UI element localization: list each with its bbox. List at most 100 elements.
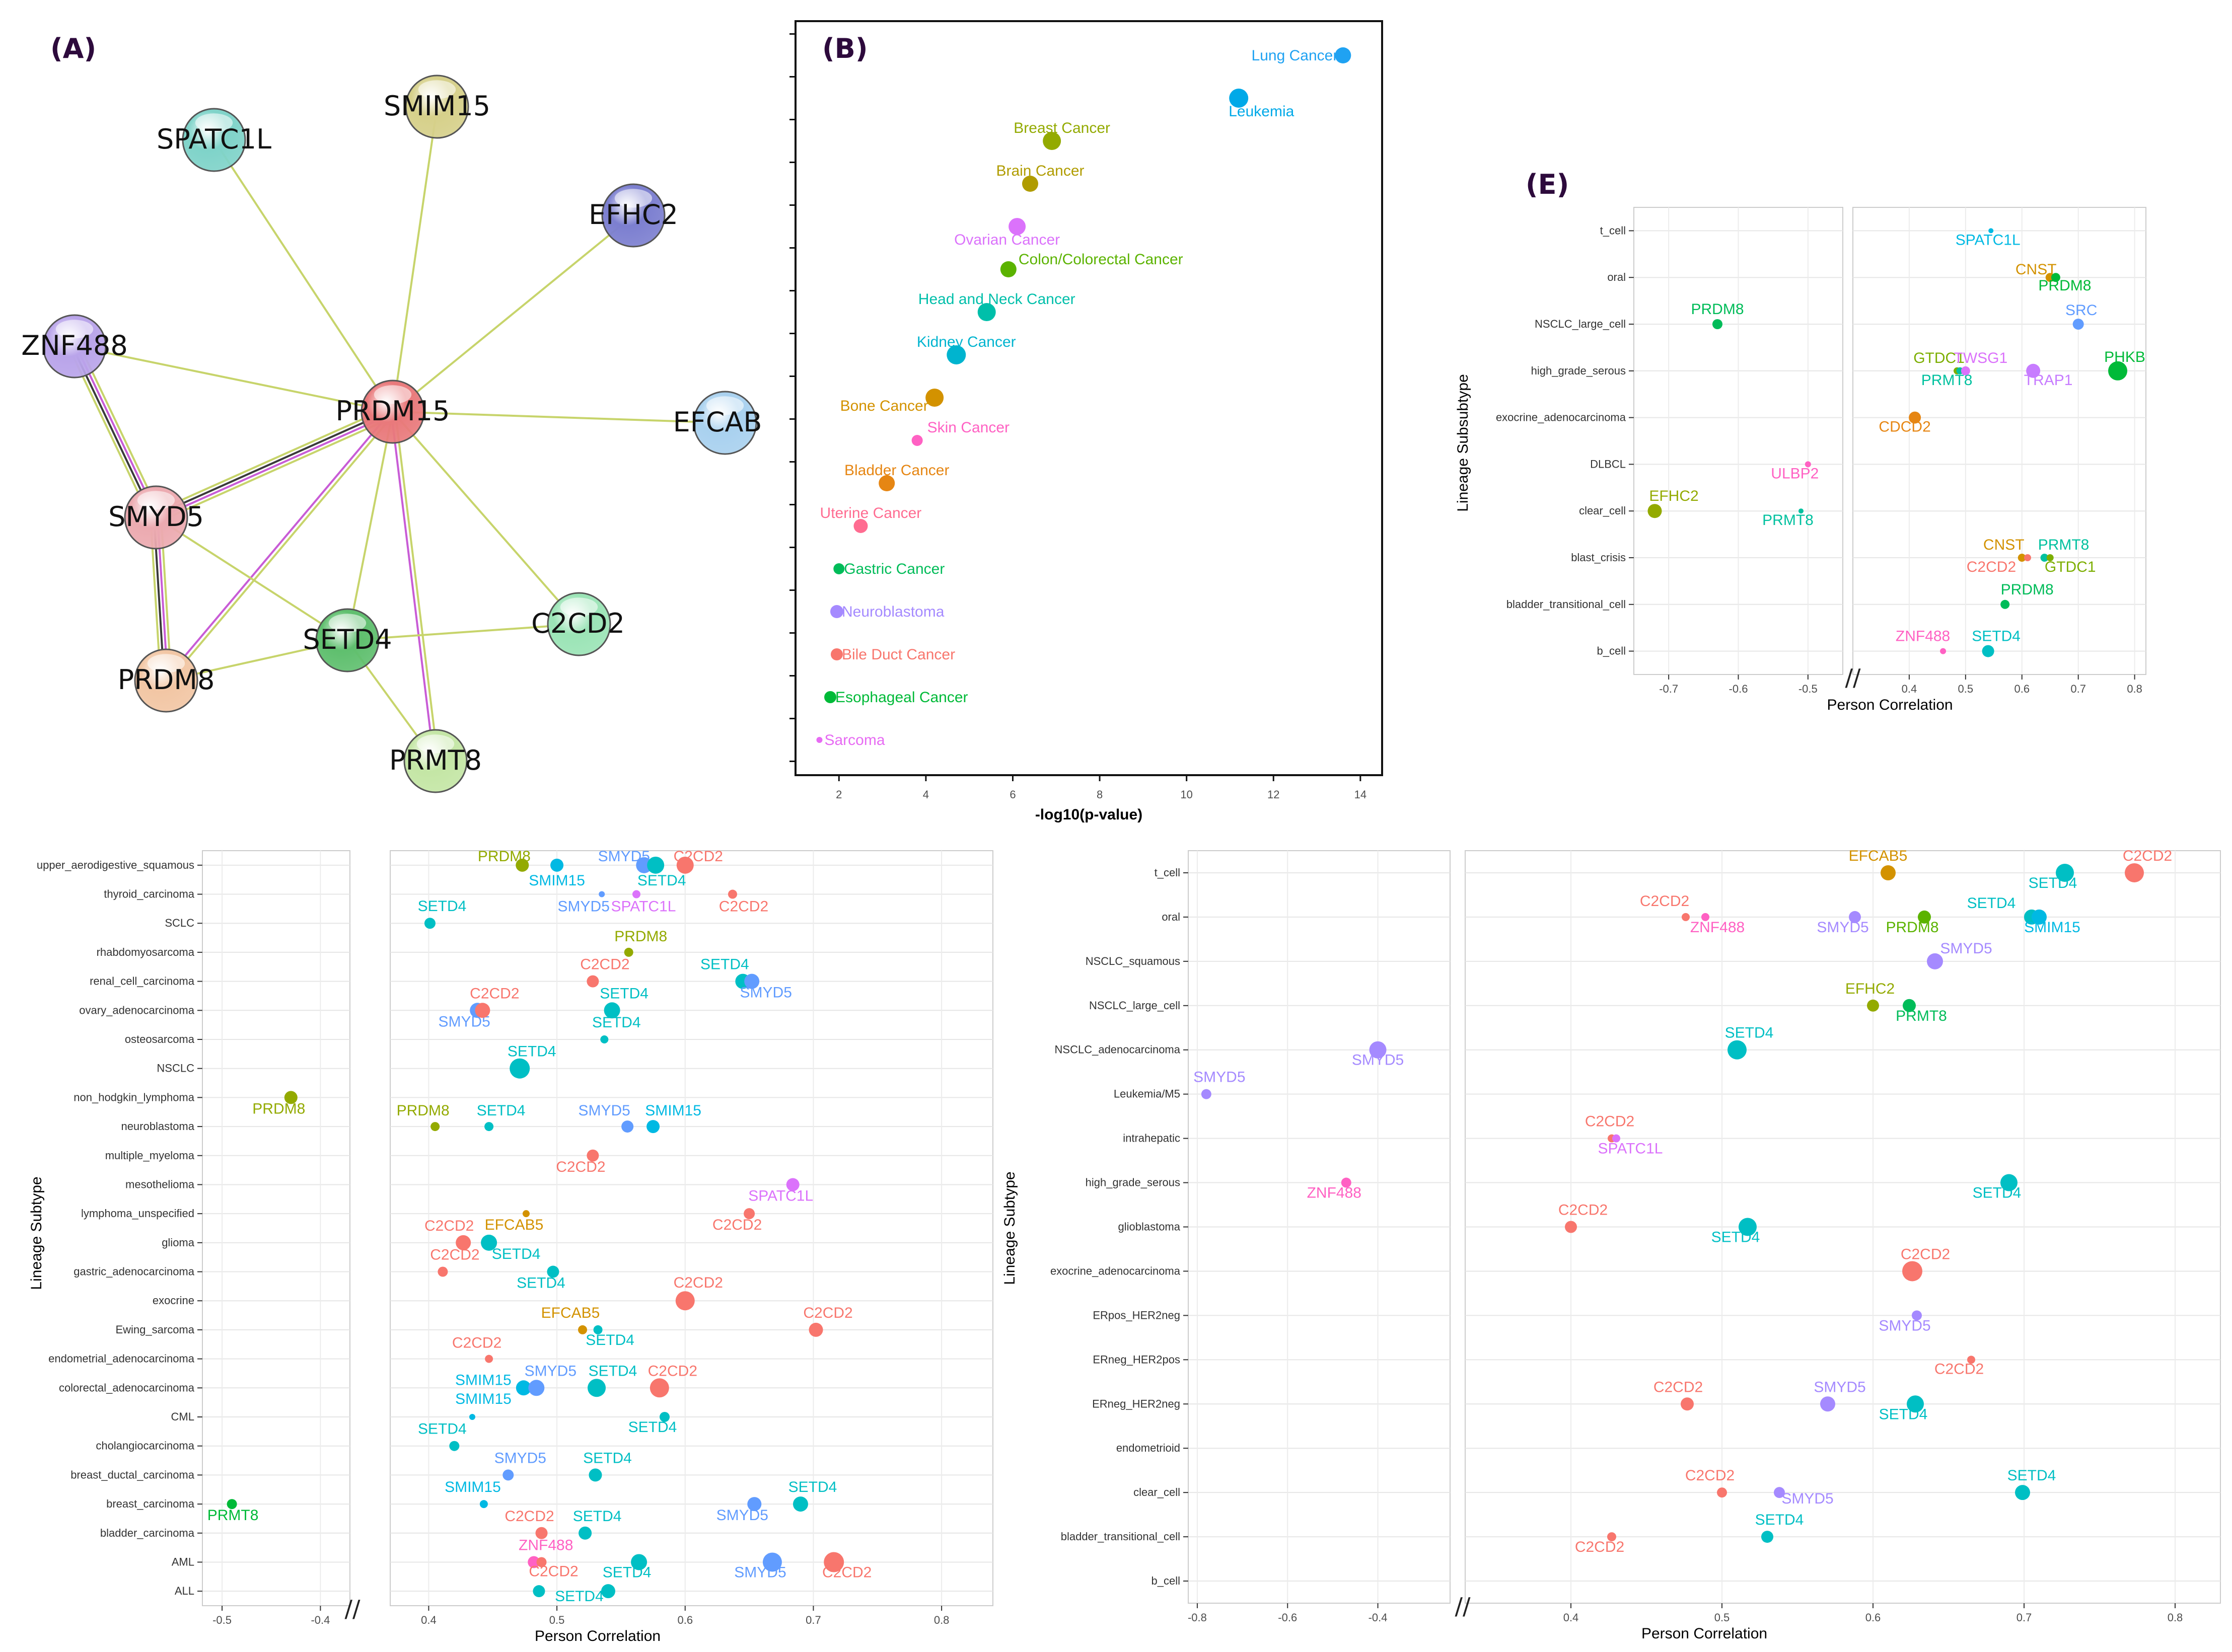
point-head-and-neck-cancer[interactable]: Head and Neck Cancer	[918, 291, 1075, 321]
point-ewing-sarcoma-setd4[interactable]: SETD4	[586, 1325, 634, 1348]
node-prdm15[interactable]: PRDM15	[336, 380, 450, 444]
point-neuroblastoma-setd4[interactable]: SETD4	[477, 1102, 526, 1132]
point-all-setd4[interactable]: SETD4	[533, 1585, 604, 1605]
point-marker[interactable]	[1774, 1487, 1785, 1498]
point-lymphoma-unspecified-efcab5[interactable]: EFCAB5	[485, 1210, 544, 1233]
point-marker[interactable]	[479, 1500, 488, 1509]
point-upper-aerodigestive-squamous-prdm8[interactable]: PRDM8	[478, 848, 531, 872]
point-marker[interactable]	[2108, 361, 2128, 381]
point-marker[interactable]	[2024, 554, 2031, 561]
point-gastric-cancer[interactable]: Gastric Cancer	[833, 561, 945, 577]
point-marker[interactable]	[1805, 461, 1811, 468]
point-marker[interactable]	[547, 1265, 559, 1278]
point-marker[interactable]	[632, 890, 640, 898]
point-high-grade-serous-phkb[interactable]: PHKB	[2104, 349, 2145, 381]
point-clear-cell-c2cd2[interactable]: C2CD2	[1685, 1467, 1735, 1498]
point-bladder-transitional-cell-setd4[interactable]: SETD4	[1755, 1512, 1804, 1543]
point-marker[interactable]	[1988, 228, 1994, 234]
point-marker[interactable]	[227, 1499, 237, 1510]
point-marker[interactable]	[830, 605, 843, 618]
point-erneg-her2neg-setd4[interactable]: SETD4	[1879, 1395, 1928, 1422]
point-marker[interactable]	[533, 1585, 545, 1598]
point-glioblastoma-setd4[interactable]: SETD4	[1711, 1218, 1760, 1246]
point-ewing-sarcoma-c2cd2[interactable]: C2CD2	[803, 1305, 853, 1337]
point-lung-cancer[interactable]: Lung Cancer	[1252, 47, 1351, 64]
point-marker[interactable]	[1341, 1177, 1351, 1188]
point-glioblastoma-c2cd2[interactable]: C2CD2	[1558, 1202, 1608, 1233]
point-neuroblastoma-prdm8[interactable]: PRDM8	[397, 1102, 450, 1132]
point-nsclc-squamous-smyd5[interactable]: SMYD5	[1927, 940, 1992, 969]
point-marker[interactable]	[502, 1469, 514, 1481]
point-glioma-c2cd2[interactable]: C2CD2	[424, 1218, 474, 1250]
point-t-cell-spatc1l[interactable]: SPATC1L	[1956, 228, 2021, 248]
node-znf488[interactable]: ZNF488	[21, 314, 128, 379]
point-colon-colorectal-cancer[interactable]: Colon/Colorectal Cancer	[1000, 251, 1183, 277]
point-all-setd4[interactable]	[601, 1584, 615, 1599]
point-marker[interactable]	[601, 1584, 615, 1599]
node-efhc2[interactable]: EFHC2	[589, 183, 678, 248]
point-marker[interactable]	[1612, 1134, 1620, 1143]
point-nsclc-large-cell-prdm8[interactable]: PRDM8	[1691, 301, 1744, 329]
point-marker[interactable]	[587, 975, 599, 988]
point-nsclc-setd4[interactable]: SETD4	[508, 1043, 556, 1079]
point-marker[interactable]	[2125, 863, 2144, 882]
point-sclc-setd4[interactable]: SETD4	[418, 898, 467, 929]
point-marker[interactable]	[833, 563, 845, 574]
point-marker[interactable]	[830, 648, 843, 660]
point-clear-cell-setd4[interactable]: SETD4	[2007, 1467, 2056, 1500]
point-marker[interactable]	[528, 1556, 540, 1568]
point-renal-cell-carcinoma-smyd5[interactable]: SMYD5	[740, 973, 792, 1001]
point-ovary-adenocarcinoma-setd4[interactable]: SETD4	[600, 985, 649, 1019]
point-bladder-transitional-cell-c2cd2[interactable]: C2CD2	[1575, 1532, 1624, 1555]
point-marker[interactable]	[1927, 953, 1943, 969]
point-marker[interactable]	[587, 1149, 599, 1162]
point-breast-carcinoma-setd4[interactable]: SETD4	[788, 1479, 837, 1512]
point-marker[interactable]	[522, 1210, 530, 1218]
point-colorectal-adenocarcinoma-c2cd2[interactable]: C2CD2	[648, 1363, 697, 1398]
point-oral-cnst[interactable]: CNST	[2015, 261, 2057, 282]
point-leukemia[interactable]: Leukemia	[1229, 89, 1294, 120]
point-marker[interactable]	[528, 1380, 545, 1396]
point-nsclc-large-cell-src[interactable]: SRC	[2065, 302, 2097, 330]
point-marker[interactable]	[604, 1002, 620, 1019]
point-brain-cancer[interactable]: Brain Cancer	[996, 163, 1085, 192]
point-bladder-carcinoma-setd4[interactable]: SETD4	[573, 1508, 622, 1540]
point-marker[interactable]	[1881, 865, 1896, 880]
point-oral-smyd5[interactable]: SMYD5	[1817, 911, 1869, 936]
point-dlbcl-ulbp2[interactable]: ULBP2	[1771, 461, 1819, 482]
point-marker[interactable]	[485, 1355, 493, 1363]
point-erneg-her2neg-c2cd2[interactable]: C2CD2	[1653, 1379, 1703, 1411]
point-aml-setd4[interactable]: SETD4	[603, 1554, 652, 1581]
point-bile-duct-cancer[interactable]: Bile Duct Cancer	[830, 646, 955, 663]
point-b-cell-setd4[interactable]: SETD4	[1972, 628, 2021, 657]
point-breast-cancer[interactable]: Breast Cancer	[1014, 120, 1110, 150]
node-c2cd2[interactable]: C2CD2	[531, 592, 625, 656]
point-bladder-transitional-cell-prdm8[interactable]: PRDM8	[2000, 581, 2054, 609]
point-marker[interactable]	[1909, 411, 1921, 424]
point-marker[interactable]	[2000, 1174, 2018, 1191]
point-marker[interactable]	[624, 947, 633, 957]
point-marker[interactable]	[2000, 599, 2010, 609]
point-marker[interactable]	[744, 1208, 755, 1220]
point-skin-cancer[interactable]: Skin Cancer	[911, 419, 1010, 446]
point-marker[interactable]	[481, 1234, 497, 1251]
point-clear-cell-efhc2[interactable]: EFHC2	[1647, 488, 1699, 518]
point-marker[interactable]	[728, 889, 737, 899]
point-breast-ductal-carcinoma-setd4[interactable]: SETD4	[583, 1450, 632, 1482]
point-marker[interactable]	[621, 1120, 634, 1133]
point-ovarian-cancer[interactable]: Ovarian Cancer	[954, 218, 1060, 248]
point-colorectal-adenocarcinoma-setd4[interactable]: SETD4	[588, 1363, 637, 1397]
point-marker[interactable]	[1335, 47, 1351, 63]
point-marker[interactable]	[2046, 554, 2054, 561]
point-oral-prdm8[interactable]: PRDM8	[1886, 910, 1939, 936]
point-marker[interactable]	[2072, 319, 2084, 330]
point-ovary-adenocarcinoma-c2cd2[interactable]: C2CD2	[470, 985, 520, 1018]
point-neuroblastoma[interactable]: Neuroblastoma	[830, 604, 945, 620]
point-marker[interactable]	[550, 858, 564, 872]
point-marker[interactable]	[1000, 261, 1017, 277]
point-nsclc-large-cell-prmt8[interactable]: PRMT8	[1896, 999, 1947, 1024]
point-oral-znf488[interactable]: ZNF488	[1690, 913, 1745, 936]
point-kidney-cancer[interactable]: Kidney Cancer	[917, 334, 1016, 364]
point-marker[interactable]	[744, 973, 760, 989]
point-marker[interactable]	[824, 1552, 844, 1572]
